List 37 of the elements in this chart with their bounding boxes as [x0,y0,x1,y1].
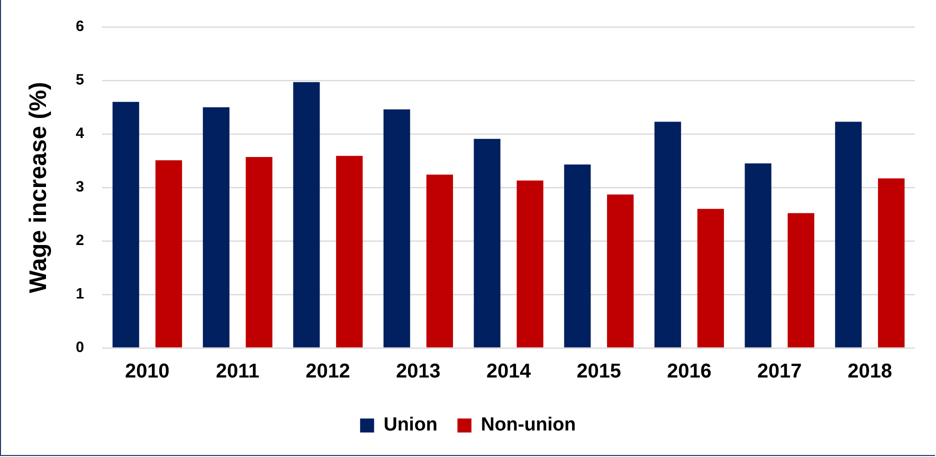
bar [654,122,682,348]
bar [697,208,724,348]
bar [293,82,320,348]
legend-label: Non-union [480,414,576,436]
x-tick-label: 2016 [666,360,712,383]
bar [788,213,814,348]
bar [112,102,140,348]
x-tick-label: 2014 [486,360,532,383]
bar [246,157,272,348]
x-tick-label: 2011 [216,360,260,383]
y-tick-label: 2 [76,232,84,250]
y-axis-title: Wage increase (%) [25,82,52,294]
bar [202,107,230,348]
bar [878,178,905,348]
x-tick-label: 2017 [757,360,802,383]
x-tick-label: 2013 [396,360,441,383]
bar [336,156,363,348]
x-tick-label: 2015 [576,360,622,383]
bar [835,122,862,348]
bar [426,174,454,348]
x-tick-label: 2012 [306,360,350,383]
y-tick-label: 1 [76,286,84,303]
bar [744,163,772,348]
y-tick-label: 5 [76,72,84,89]
x-tick-label: 2018 [848,360,892,383]
bar [564,164,591,348]
y-tick-label: 6 [76,18,84,36]
y-tick-label: 4 [76,125,85,142]
bar [155,160,182,348]
bar [607,194,634,348]
bar [516,180,544,348]
bar [384,109,410,348]
bar [474,138,500,348]
y-tick-label: 3 [76,178,84,196]
x-tick-label: 2010 [125,360,170,383]
legend-label: Union [384,414,438,436]
y-tick-label: 0 [76,339,84,356]
